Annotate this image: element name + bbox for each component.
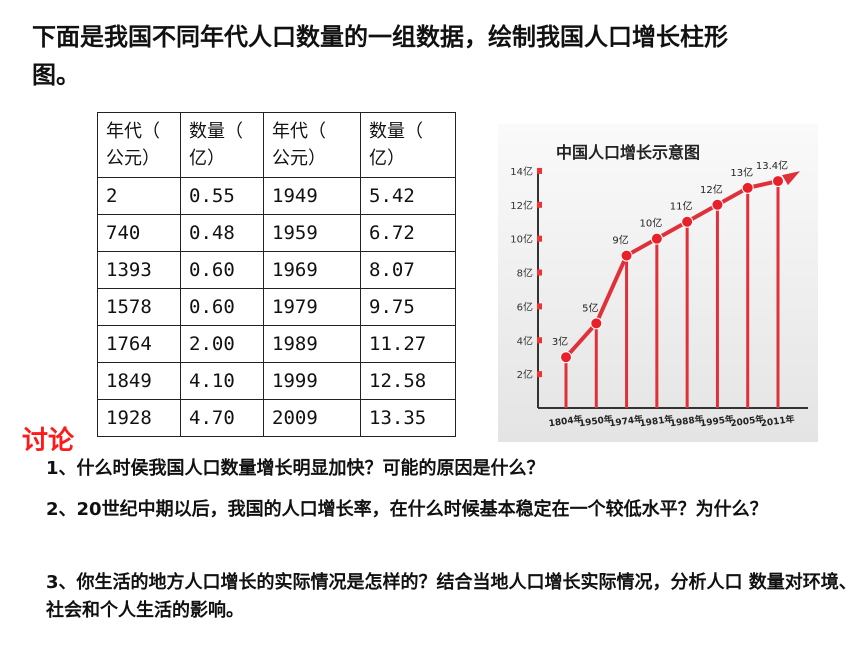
chart-title: 中国人口增长示意图 [556,143,700,162]
header-year-1: 年代（ 公元） [97,112,181,178]
table-cell: 1393 [97,251,181,289]
table-cell: 1578 [97,288,181,326]
y-tick-label: 8亿 [517,267,533,280]
y-tick-label: 6亿 [517,300,533,313]
table-cell: 8.07 [360,251,456,289]
y-tick-label: 2亿 [517,368,533,381]
header-year-2-text: 年代（ 公元） [272,121,326,169]
table-cell: 0.60 [180,251,264,289]
table-cell: 1928 [97,399,181,437]
intro-text: 下面是我国不同年代人口数量的一组数据，绘制我国人口增长柱形图。 [32,23,728,89]
point-label: 13亿 [730,166,753,179]
y-tick-mark [537,371,542,378]
table-cell: 1764 [97,325,181,363]
table-cell: 1949 [263,177,361,215]
table-row: 2 0.55 1949 5.42 [97,177,456,215]
point-label: 10亿 [639,217,662,230]
table-cell: 2 [97,177,181,215]
table-cell: 11.27 [360,325,456,363]
table-row: 1578 0.60 1979 9.75 [97,288,456,326]
table-row: 1849 4.10 1999 12.58 [97,362,456,400]
y-tick-mark [537,269,542,276]
data-point [772,175,784,188]
table-cell: 4.70 [180,399,264,437]
table-row: 1393 0.60 1969 8.07 [97,251,456,289]
y-tick-mark [537,167,542,174]
table-cell: 9.75 [360,288,456,326]
table-cell: 1849 [97,362,181,400]
data-point [650,232,663,245]
series-arrow [782,171,800,186]
question-1: 1、什么时侯我国人口数量增长明显加快？可能的原因是什么？ [46,458,545,479]
data-point [590,317,603,330]
y-tick-label: 12亿 [510,199,533,212]
point-label: 9亿 [612,234,628,247]
data-point [741,181,754,194]
header-count-1: 数量（ 亿） [180,112,264,178]
population-table: 年代（ 公元） 数量（ 亿） 年代（ 公元） 数量（ 亿） 2 0.55 194… [97,112,456,437]
y-tick-mark [537,235,542,242]
point-label: 12亿 [700,183,723,196]
y-tick-label: 10亿 [510,233,533,246]
y-tick-mark [537,303,542,310]
table-cell: 2009 [263,399,361,437]
data-point [560,351,572,364]
header-count-2-text: 数量（ 亿） [369,121,423,169]
point-label: 11亿 [670,200,693,213]
table-cell: 4.10 [180,362,264,400]
table-cell: 1999 [263,362,361,400]
table-cell: 2.00 [180,325,264,363]
header-year-1-text: 年代（ 公元） [106,121,160,169]
table-cell: 0.60 [180,288,264,326]
header-count-2: 数量（ 亿） [360,112,456,178]
header-year-2: 年代（ 公元） [263,112,361,178]
data-point [711,198,724,211]
y-tick-label: 14亿 [510,165,533,178]
data-point [681,215,694,228]
table-cell: 0.48 [180,214,264,252]
table-cell: 1979 [263,288,361,326]
table-cell: 0.55 [180,177,264,215]
table-header-row: 年代（ 公元） 数量（ 亿） 年代（ 公元） 数量（ 亿） [97,112,456,178]
table-row: 740 0.48 1959 6.72 [97,214,456,252]
discussion-label: 讨论 [22,426,75,456]
table-cell: 1969 [263,251,361,289]
question-2: 2、20世纪中期以后，我国的人口增长率，在什么时候基本稳定在一个较低水平？为什么… [46,499,768,520]
table-cell: 6.72 [360,214,456,252]
point-label: 13.4亿 [756,159,788,172]
table-cell: 5.42 [360,177,456,215]
table-cell: 12.58 [360,362,456,400]
table-cell: 740 [97,214,181,252]
table-cell: 13.35 [360,399,456,437]
table-cell: 1989 [263,325,361,363]
y-tick-label: 4亿 [517,334,533,347]
table-row: 1764 2.00 1989 11.27 [97,325,456,363]
y-tick-mark [537,337,542,344]
table-row: 1928 4.70 2009 13.35 [97,399,456,437]
y-tick-mark [537,201,542,208]
point-label: 5亿 [582,301,598,314]
chart-svg: 中国人口增长示意图 2亿 4亿 6亿 8亿 10亿 12亿 14亿 3亿 5亿 9亿 10亿 11亿 1… [498,124,818,442]
question-3: 3、你生活的地方人口增长的实际情况是怎样的？结合当地人口增长实际情况，分析人口 … [46,572,857,621]
data-point [620,249,633,262]
header-count-1-text: 数量（ 亿） [189,121,243,169]
point-label: 3亿 [552,335,568,348]
table-cell: 1959 [263,214,361,252]
population-growth-chart: 中国人口增长示意图 2亿 4亿 6亿 8亿 10亿 12亿 14亿 3亿 5亿 9亿 10亿 11亿 1… [498,124,818,442]
